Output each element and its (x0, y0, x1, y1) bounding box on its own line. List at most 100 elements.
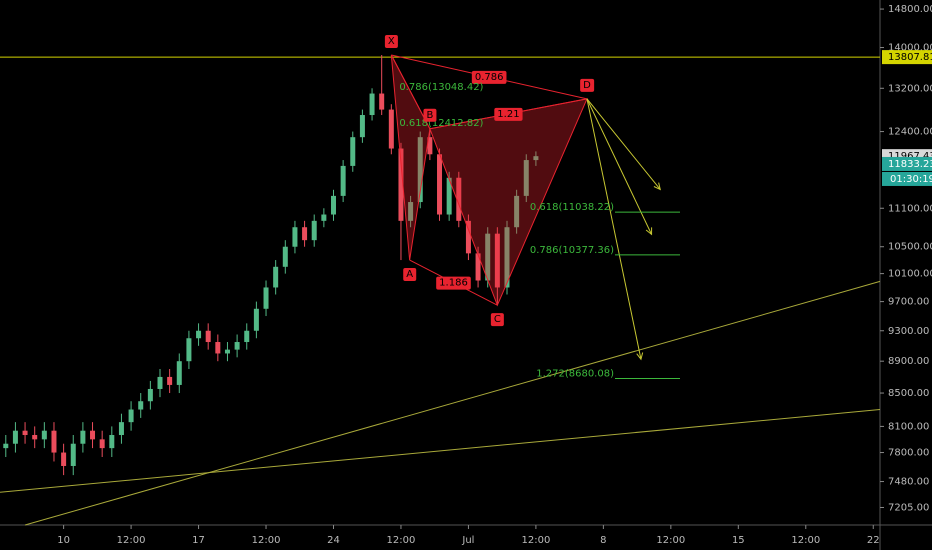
projection-arrow (586, 98, 661, 190)
candle-body (359, 115, 365, 138)
y-tick-label: 12400.00 (888, 127, 932, 138)
candle-body (253, 308, 259, 331)
price-tag-bg (882, 156, 932, 171)
y-tick-label: 9700.00 (888, 297, 929, 308)
fib-label: 0.618(11038.22) (530, 202, 614, 213)
candle-body (147, 388, 153, 402)
ratio-label: 1.186 (439, 278, 468, 289)
candle-body (311, 220, 317, 241)
candle-body (388, 109, 394, 149)
arrow-head (645, 227, 653, 236)
candle-body (446, 177, 452, 215)
candle-body (41, 430, 47, 440)
point-label: B (426, 110, 433, 121)
price-tag: 13807.81 (888, 52, 932, 63)
candle-body (475, 253, 481, 281)
point-label: D (583, 80, 591, 91)
y-tick-label: 7480.00 (888, 477, 929, 488)
point-label-bg (423, 108, 437, 122)
trendline (0, 409, 881, 493)
fib-label: 0.786(10377.36) (530, 245, 614, 256)
point-label-bg (580, 78, 595, 92)
fib-label: 1.272(8680.08) (536, 369, 614, 380)
candle-body (494, 233, 500, 288)
candle-body (282, 246, 288, 267)
x-tick-label: 10 (57, 535, 70, 546)
candle-body (533, 156, 539, 161)
x-tick-label: 12:00 (252, 535, 281, 546)
candle-body (205, 330, 211, 343)
candle-body (302, 227, 308, 241)
point-label: C (494, 314, 501, 325)
candle-body (417, 137, 423, 203)
candle-body (51, 430, 57, 453)
y-tick-label: 14000.00 (888, 43, 932, 54)
candle-body (118, 422, 124, 436)
x-tick-label: 24 (327, 535, 340, 546)
candle-body (465, 220, 471, 254)
point-label-bg (403, 268, 417, 282)
ratio-label: 0.786 (475, 72, 504, 83)
ratio-label-bg (436, 276, 471, 290)
candle-body (138, 401, 144, 410)
candle-body (90, 430, 96, 440)
y-tick-label: 13200.00 (888, 83, 932, 94)
candle-body (369, 93, 375, 116)
y-tick-label: 11100.00 (888, 203, 932, 214)
candle-body (263, 287, 269, 309)
candle-body (398, 148, 404, 221)
candle-body (128, 409, 134, 423)
y-tick-label: 8500.00 (888, 388, 929, 399)
candle-body (437, 154, 443, 215)
candle-body (32, 435, 38, 440)
candle-body (3, 443, 9, 449)
x-tick-label: 17 (192, 535, 205, 546)
y-tick-label: 10100.00 (888, 269, 932, 280)
arrow-head (653, 182, 661, 191)
candle-body (234, 342, 240, 350)
ratio-label-bg (494, 107, 523, 121)
x-tick-label: 8 (600, 535, 606, 546)
candle-body (70, 443, 76, 466)
point-label-bg (490, 313, 504, 327)
candle-body (186, 338, 192, 362)
candle-body (456, 177, 462, 221)
x-tick-label: 12:00 (521, 535, 550, 546)
projection-arrow (586, 98, 642, 360)
candle-body (61, 452, 67, 466)
candle-body (224, 349, 230, 354)
candle-body (485, 233, 491, 281)
retracement-label: 0.618(12412.82) (399, 118, 483, 129)
y-tick-label: 8100.00 (888, 421, 929, 432)
y-tick-label: 9300.00 (888, 326, 929, 337)
x-tick-label: Jul (461, 535, 474, 546)
candle-body (157, 376, 163, 389)
price-tag-bg (882, 50, 932, 65)
point-label: A (406, 269, 413, 280)
y-tick-label: 7800.00 (888, 448, 929, 459)
candle-body (427, 137, 433, 155)
y-tick-label: 10500.00 (888, 242, 932, 253)
trendline (24, 280, 881, 526)
candle-body (244, 330, 250, 343)
candle-body (514, 195, 520, 228)
candle-body (22, 430, 28, 436)
ratio-label-bg (471, 70, 507, 84)
point-label: X (388, 36, 395, 47)
candle-body (292, 227, 298, 247)
candle-body (12, 430, 18, 444)
candle-body (80, 430, 86, 444)
candle-body (379, 93, 385, 110)
x-tick-label: 12:00 (656, 535, 685, 546)
candle-body (167, 376, 173, 385)
candle-body (99, 439, 105, 449)
y-tick-label: 8900.00 (888, 356, 929, 367)
candle-body (504, 227, 510, 288)
arrow-head (636, 352, 644, 361)
x-tick-label: 12:00 (117, 535, 146, 546)
candle-body (109, 435, 115, 449)
price-tag: 11967.43 (888, 151, 932, 162)
